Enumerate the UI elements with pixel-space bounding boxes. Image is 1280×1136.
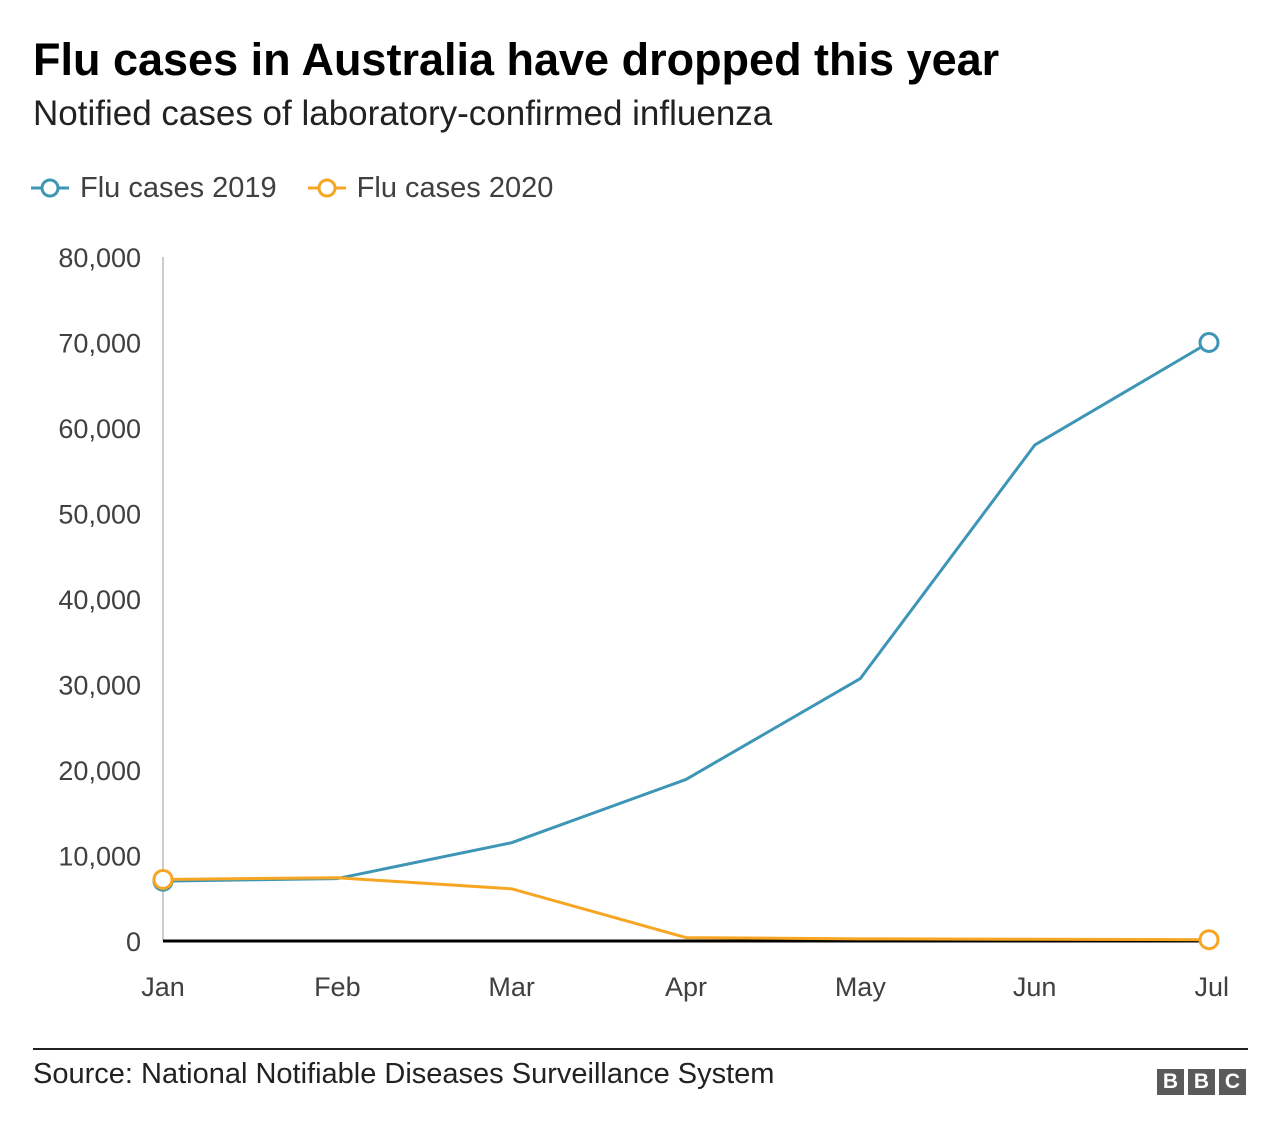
y-tick-label: 10,000 [58,842,141,872]
y-tick-label: 30,000 [58,671,141,701]
x-tick-label: Mar [488,972,535,1002]
legend-label-2020: Flu cases 2020 [356,171,554,204]
series-point-1 [1198,929,1220,951]
x-axis: Jan Feb Mar Apr May Jun Jul [141,939,1229,1002]
y-tick-label: 70,000 [58,329,141,359]
y-tick-label: 80,000 [58,243,141,273]
bbc-logo-block: B [1188,1069,1215,1095]
x-tick-label: Apr [665,972,707,1002]
x-tick-label: Jan [141,972,185,1002]
legend-item-2020: Flu cases 2020 [307,171,554,205]
series-point-0 [1198,332,1220,353]
series-line-0 [161,341,1211,883]
line-chart: 0 10,000 20,000 30,000 40,000 50,000 60,000 70,… [58,243,1229,1002]
legend-item-2019: Flu cases 2019 [30,172,277,205]
legend-label-2019: Flu cases 2019 [80,171,277,204]
y-tick-label: 0 [126,927,141,957]
source-note: Source: National Notifiable Diseases Sur… [33,1058,775,1090]
y-tick-label: 40,000 [58,585,141,615]
x-tick-label: May [835,972,887,1002]
y-tick-label: 20,000 [58,756,141,786]
x-tick-label: Feb [314,972,361,1002]
bbc-logo-block: B [1157,1069,1184,1095]
chart-title: Flu cases in Australia have dropped this… [33,34,1000,85]
x-tick-label: Jun [1013,972,1057,1002]
source-divider [33,1048,1248,1050]
legend-marker-2019-icon [31,178,69,198]
series-point-1 [152,868,174,890]
bbc-logo-block: C [1219,1069,1246,1095]
legend: Flu cases 2019 Flu cases 2020 [30,166,583,210]
bbc-logo: B B C [1157,1069,1246,1095]
y-tick-label: 50,000 [58,500,141,530]
series-layer [152,332,1220,951]
chart-subtitle: Notified cases of laboratory-confirmed i… [33,94,773,133]
series-line-1 [161,876,1211,942]
y-axis: 0 10,000 20,000 30,000 40,000 50,000 60,000 70,… [58,243,164,957]
x-tick-label: Jul [1194,972,1229,1002]
legend-marker-2020-icon [307,178,346,198]
y-tick-label: 60,000 [58,414,141,444]
